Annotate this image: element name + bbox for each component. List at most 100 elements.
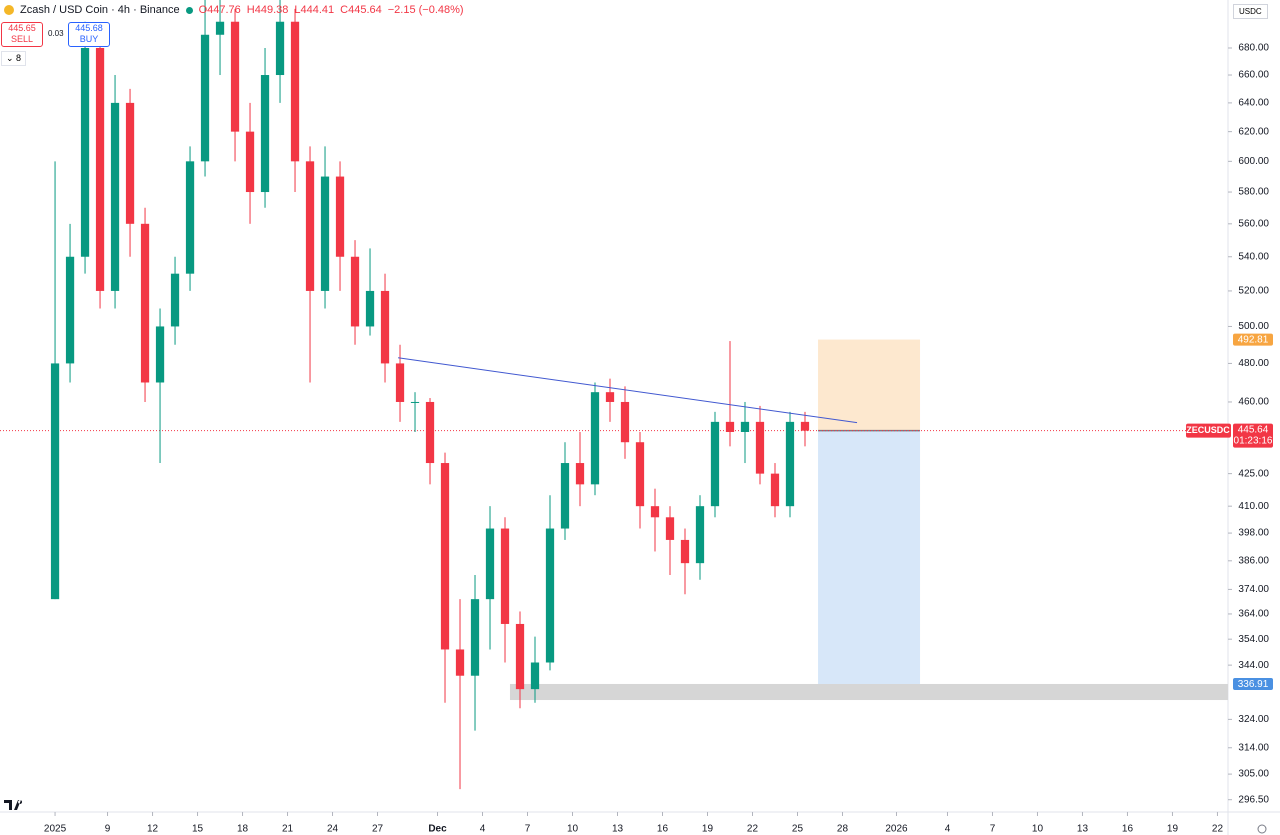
candle-body — [800, 421, 810, 431]
candle-body — [260, 75, 270, 193]
candle-body — [710, 421, 720, 507]
candle-body — [290, 21, 300, 162]
candle-body — [650, 506, 660, 518]
price-axis — [1228, 0, 1280, 835]
y-tick-label: 344.00 — [1238, 660, 1269, 671]
y-tick-label: 680.00 — [1238, 43, 1269, 54]
x-tick-label: 10 — [567, 824, 579, 835]
x-tick-label: 13 — [1077, 824, 1089, 835]
change: −2.15 (−0.48%) — [387, 4, 464, 16]
x-tick-label: 7 — [990, 824, 996, 835]
candle-body — [320, 176, 330, 291]
support-zone — [509, 683, 1228, 701]
x-tick-label: 18 — [237, 824, 249, 835]
last-price-badge — [1233, 423, 1273, 448]
y-tick-label: 600.00 — [1238, 156, 1269, 167]
y-tick-label: 386.00 — [1238, 555, 1269, 566]
candle-body — [545, 528, 555, 663]
x-tick-label: 21 — [282, 824, 294, 835]
buy-price: 445.68 — [75, 23, 103, 33]
candle-body — [170, 273, 180, 327]
sell-button[interactable]: 445.65 SELL — [1, 22, 43, 47]
candle-body — [740, 421, 750, 432]
trendline — [397, 357, 858, 424]
x-tick-label: 16 — [657, 824, 669, 835]
candle-body — [770, 473, 780, 507]
x-tick-label: 13 — [612, 824, 624, 835]
candle-body — [305, 161, 315, 291]
y-tick-label: 500.00 — [1238, 321, 1269, 332]
buy-button[interactable]: 445.68 BUY — [68, 22, 110, 47]
target-area — [818, 430, 921, 684]
candle-body — [215, 21, 225, 35]
y-tick-label: 520.00 — [1238, 286, 1269, 297]
y-tick-label: 364.00 — [1238, 609, 1269, 620]
candle-body — [590, 392, 600, 485]
symbol[interactable]: Zcash / USD Coin · 4h · Binance — [20, 4, 180, 16]
buy-label: BUY — [79, 34, 99, 44]
candle-body — [365, 290, 375, 327]
candle-body — [680, 539, 690, 564]
candle-body — [125, 102, 135, 224]
y-tick-label: 480.00 — [1238, 358, 1269, 369]
x-tick-label: 25 — [792, 824, 804, 835]
y-tick-label: 660.00 — [1238, 70, 1269, 81]
x-tick-label: 16 — [1122, 824, 1134, 835]
x-tick-label: 19 — [702, 824, 714, 835]
sell-price: 445.65 — [8, 23, 36, 33]
candle-body — [350, 256, 360, 327]
candle-body — [380, 290, 390, 364]
candle-body — [395, 363, 405, 402]
y-tick-label: 305.00 — [1238, 769, 1269, 780]
indicators-toggle[interactable]: ⌄ 8 — [1, 51, 27, 66]
x-tick-label: 12 — [147, 824, 159, 835]
symbol-badge-label: ZECUSDC — [1186, 425, 1230, 435]
settings-icon — [1257, 824, 1267, 834]
spread: 0.03 — [48, 29, 64, 38]
candle-body — [275, 21, 285, 76]
ohlc: C445.64 — [340, 4, 382, 16]
candle-body — [335, 176, 345, 257]
target-badge — [1233, 677, 1273, 690]
candle-body — [725, 421, 735, 432]
coin-icon — [4, 5, 14, 15]
y-tick-label: 425.00 — [1238, 468, 1269, 479]
candle-body — [95, 47, 105, 291]
x-tick-label: 2026 — [885, 824, 908, 835]
y-tick-label: 354.00 — [1238, 634, 1269, 645]
x-tick-label: 4 — [480, 824, 486, 835]
tv-logo-mark — [4, 800, 23, 810]
ohlc: O447.76 — [198, 4, 241, 16]
y-tick-label: 560.00 — [1238, 218, 1269, 229]
candle-body — [635, 442, 645, 507]
candle-body — [500, 528, 510, 624]
candle-body — [665, 517, 675, 540]
candle-body — [785, 421, 795, 507]
x-tick-label: Dec — [428, 824, 447, 835]
candle-body — [410, 401, 420, 403]
currency-button[interactable]: USDC — [1233, 4, 1268, 19]
stop-area — [818, 339, 921, 431]
candle-body — [200, 34, 210, 162]
countdown: 01:23:16 — [1234, 435, 1273, 446]
y-tick-label: 324.00 — [1238, 714, 1269, 725]
candle-body — [80, 47, 90, 257]
x-tick-label: 28 — [837, 824, 849, 835]
candle-body — [155, 326, 165, 383]
ohlc: L444.41 — [294, 4, 335, 16]
candle-body — [50, 363, 60, 600]
x-tick-label: 24 — [327, 824, 339, 835]
candle-body — [470, 599, 480, 676]
candle-body — [515, 623, 525, 690]
candle-body — [455, 649, 465, 676]
ohlc: H449.38 — [246, 4, 289, 16]
x-tick-label: 7 — [525, 824, 531, 835]
y-tick-label: 640.00 — [1238, 98, 1269, 109]
x-tick-label: 9 — [105, 824, 111, 835]
candle-body — [695, 506, 705, 564]
x-tick-label: 10 — [1032, 824, 1044, 835]
status-dot — [185, 6, 193, 14]
candle-body — [755, 421, 765, 474]
x-tick-label: 22 — [747, 824, 759, 835]
